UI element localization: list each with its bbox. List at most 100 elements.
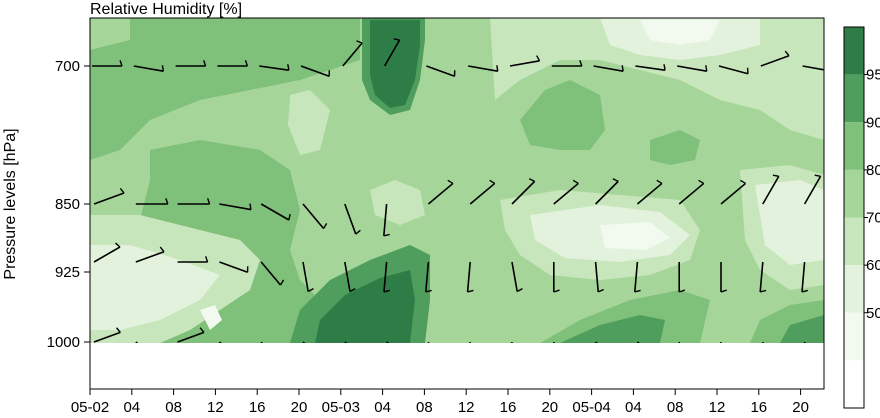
wind-barb [175, 60, 207, 67]
rh-region [90, 18, 360, 160]
wind-barb [93, 327, 121, 343]
x-tick-label: 20 [541, 399, 558, 416]
x-tick-label: 16 [750, 399, 767, 416]
colorbar-bin [844, 74, 864, 123]
rh-contours [90, 18, 824, 343]
colorbar-tick-label: 95 [866, 67, 880, 84]
wind-barb [511, 178, 536, 205]
wind-barb [511, 261, 523, 293]
wind-barb [259, 64, 290, 71]
wind-barb [302, 203, 328, 230]
x-tick-label: 05-02 [71, 399, 109, 416]
y-tick-label: 700 [55, 58, 80, 75]
wind-barb [553, 179, 579, 205]
rh-region [600, 222, 670, 250]
wind-barb [219, 203, 252, 211]
wind-barb [636, 179, 663, 205]
x-tick-label: 04 [374, 399, 391, 416]
x-tick-label: 05-03 [322, 399, 360, 416]
x-tick-label: 20 [291, 399, 308, 416]
wind-barb [300, 65, 331, 78]
y-axis: 700 850 925 1000 [47, 58, 90, 351]
colorbar-bin [844, 169, 864, 218]
rh-region [370, 180, 425, 225]
colorbar-bin [844, 360, 864, 408]
x-tick-label: 16 [249, 399, 266, 416]
x-tick-label: 08 [667, 399, 684, 416]
plot-area [90, 18, 824, 343]
wind-barb [466, 261, 474, 293]
wind-barb [678, 262, 686, 293]
colorbar-tick-label: 50 [866, 305, 880, 322]
y-tick-label: 925 [55, 264, 80, 281]
colorbar-tick-label: 60 [866, 257, 880, 274]
rh-region [780, 315, 824, 343]
y-tick-label: 1000 [47, 334, 80, 351]
wind-barb [344, 261, 356, 293]
colorbar-bin [844, 27, 864, 75]
below-ground-area [90, 343, 824, 389]
wind-barb [633, 261, 641, 293]
x-tick-label: 08 [416, 399, 433, 416]
colorbar-tick-label: 90 [866, 114, 880, 131]
wind-barb [342, 40, 363, 67]
wind-barb [718, 65, 749, 75]
rh-region [200, 305, 222, 330]
wind-barb [135, 198, 169, 205]
colorbar: 50 60 70 80 90 95 [843, 26, 880, 409]
x-tick-label: 04 [123, 399, 140, 416]
wind-barb [594, 261, 604, 293]
wind-barb [595, 178, 619, 205]
x-tick-label: 16 [500, 399, 517, 416]
colorbar-bin [844, 312, 864, 361]
wind-barb [260, 261, 285, 286]
rh-region [90, 18, 130, 50]
wind-barb [593, 65, 624, 72]
wind-barb [93, 187, 125, 205]
wind-barb [383, 203, 390, 237]
colorbar-tick-label: 80 [866, 162, 880, 179]
wind-barb [344, 203, 361, 235]
y-tick-label: 850 [55, 196, 80, 213]
wind-barb [424, 261, 432, 293]
wind-barb [552, 262, 560, 293]
x-axis: 05-02 04 08 12 16 20 05-03 04 08 12 16 20 05-04 04 08 1… [71, 389, 809, 416]
rh-region [560, 315, 665, 343]
wind-barb [803, 174, 822, 205]
wind-barb [219, 261, 249, 274]
wind-barb [801, 261, 808, 293]
rh-region [315, 270, 415, 343]
x-tick-label: 12 [458, 399, 475, 416]
rh-region [540, 290, 710, 343]
colorbar-bin [844, 122, 864, 170]
wind-barb [133, 65, 165, 72]
wind-barb [760, 50, 790, 67]
wind-barb [383, 261, 390, 293]
wind-barb [427, 179, 454, 205]
rh-region [640, 20, 720, 45]
colorbar-bin [844, 265, 864, 313]
wind-barb [677, 65, 708, 72]
y-axis-label: Pressure levels [hPa] [2, 128, 19, 279]
wind-barb [260, 203, 291, 221]
x-tick-label: 20 [792, 399, 809, 416]
colorbar-tick-label: 70 [866, 210, 880, 227]
colorbar-bin [844, 217, 864, 266]
rh-region [90, 245, 220, 330]
wind-barb [177, 327, 205, 343]
wind-barb [762, 174, 780, 205]
wind-barb [469, 179, 496, 205]
wind-barb [302, 261, 314, 293]
wind-barb [720, 179, 747, 205]
rh-region [650, 130, 700, 165]
wind-barb [678, 179, 705, 205]
x-tick-label: 05-04 [572, 399, 610, 416]
wind-barb [93, 242, 121, 263]
x-tick-label: 12 [709, 399, 726, 416]
wind-barb [426, 65, 456, 78]
wind-barb [509, 55, 541, 67]
wind-barb [468, 65, 499, 72]
wind-barb [802, 65, 824, 71]
wind-barb [720, 262, 727, 293]
